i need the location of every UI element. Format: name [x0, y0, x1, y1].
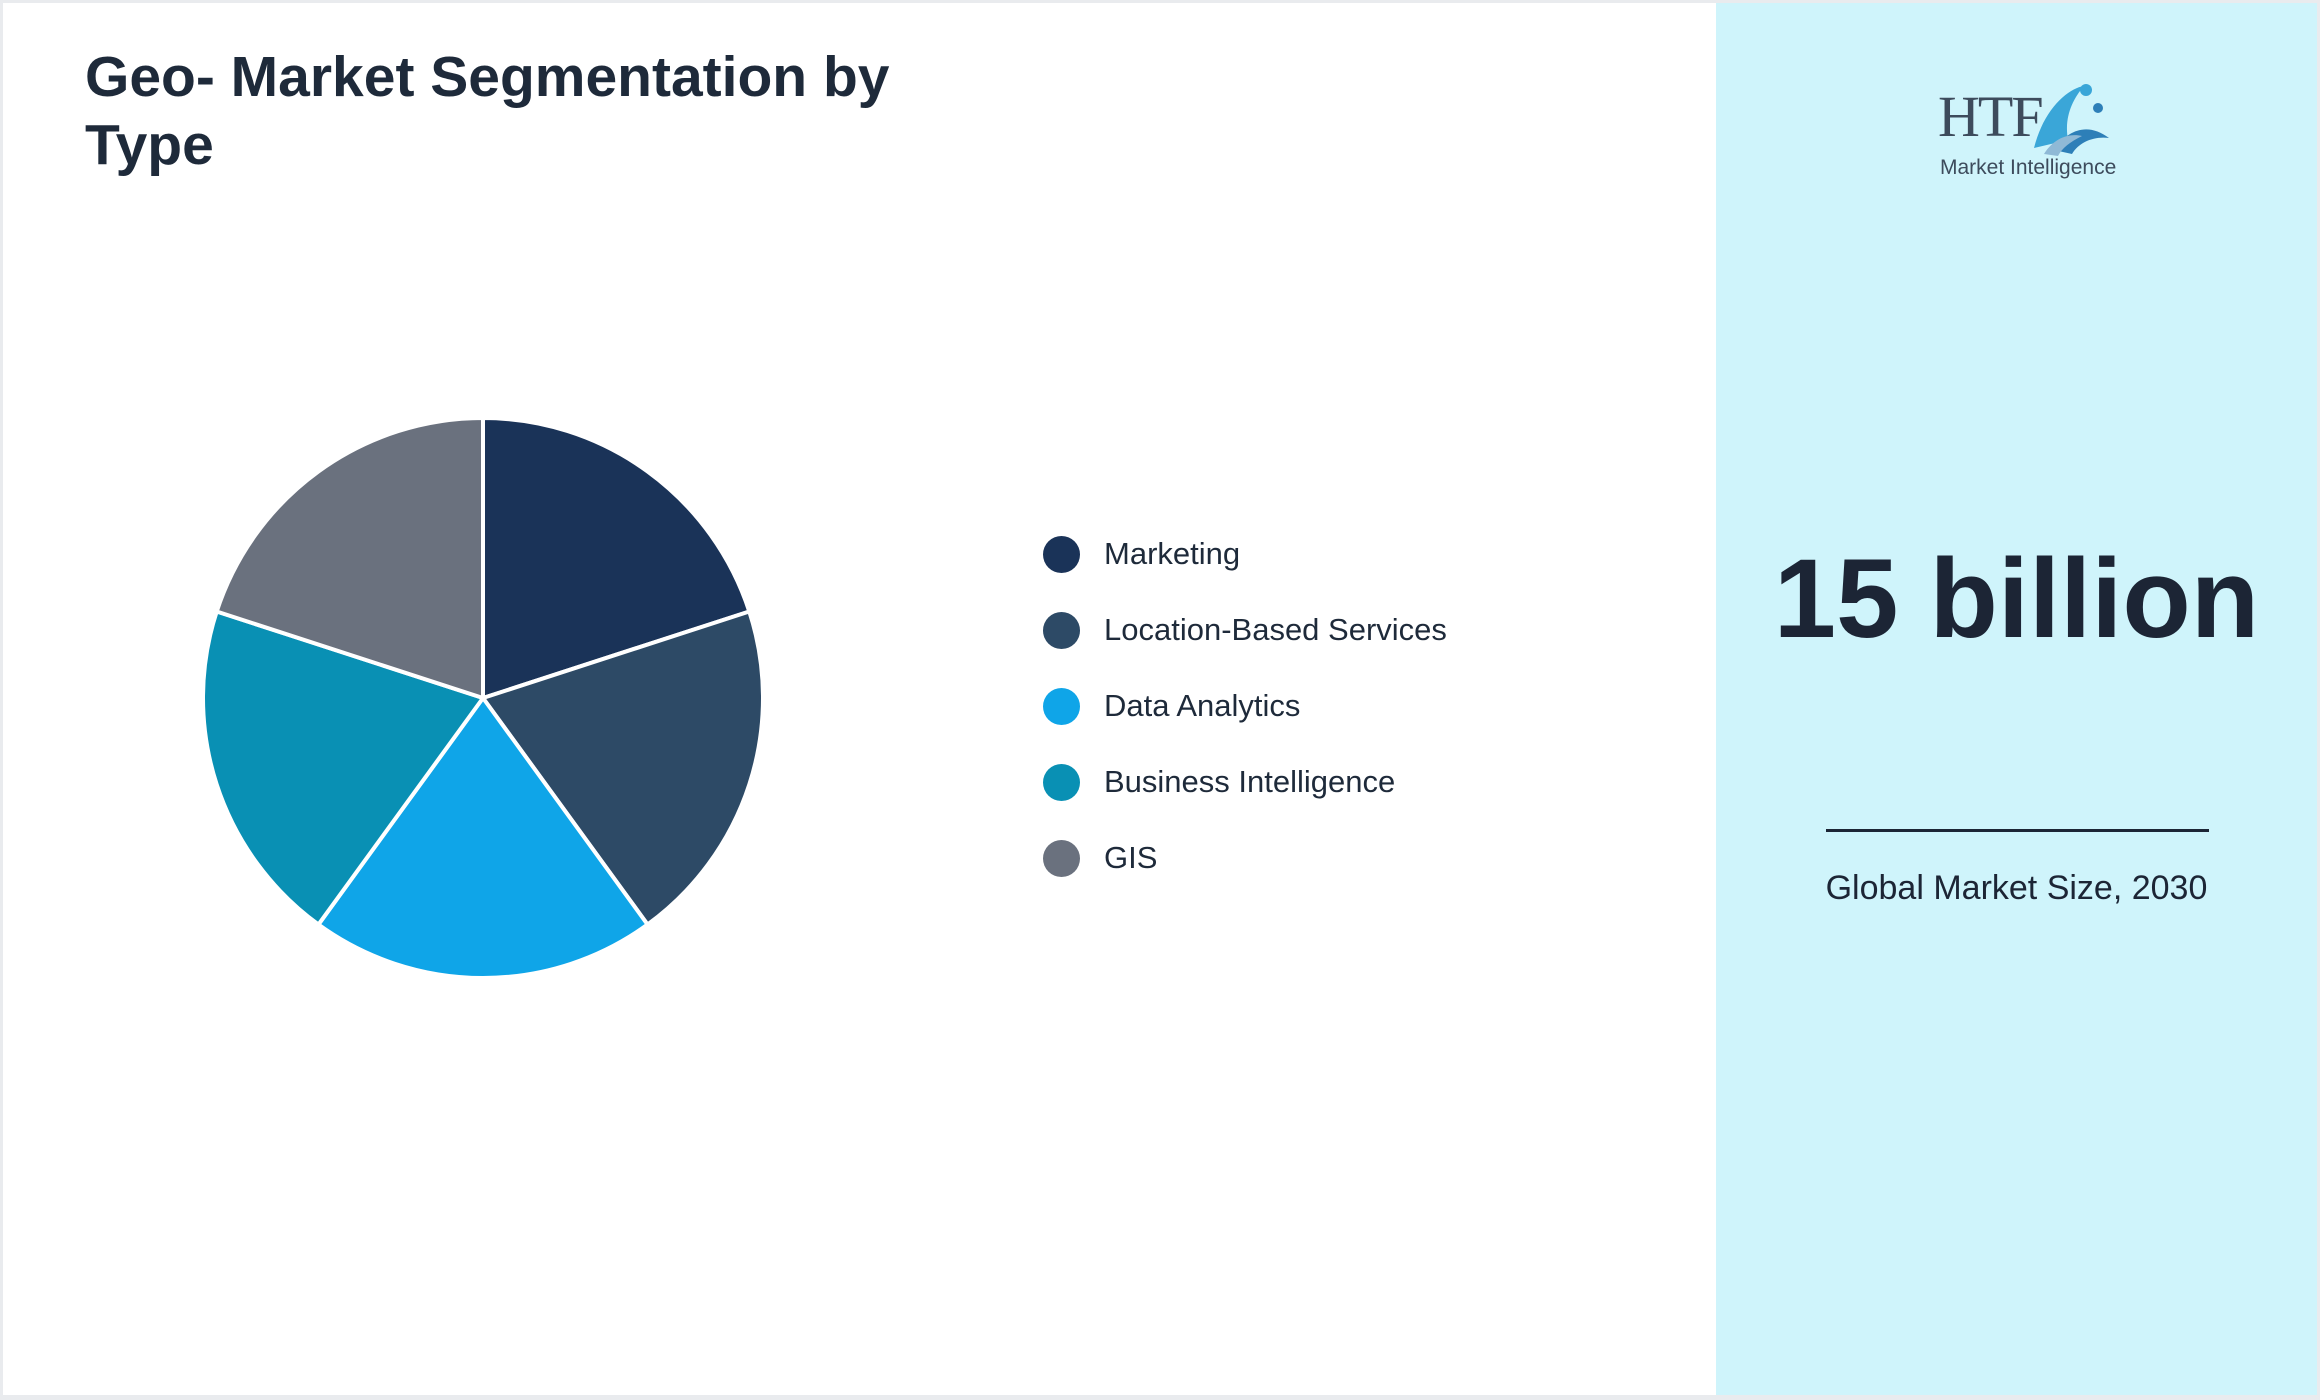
legend-label: Business Intelligence — [1104, 764, 1396, 799]
logo-wordmark: HTF — [1938, 84, 2044, 149]
pie-slice-data-analytics — [316, 696, 650, 980]
legend-label: Location-Based Services — [1104, 612, 1447, 647]
legend-item-gis: GIS — [1043, 820, 1447, 896]
htf-logo: HTF Market Intelligence — [1926, 78, 2116, 188]
pie-slice-gis — [214, 416, 485, 700]
page-title: Geo- Market Segmentation by Type — [85, 45, 890, 177]
page: Geo- Market Segmentation by Type Marketi… — [3, 3, 2317, 1395]
pie-slice-marketing — [481, 416, 752, 700]
pie-slice-business-intelligence — [201, 609, 485, 927]
legend-label: GIS — [1104, 840, 1158, 875]
legend-label: Data Analytics — [1104, 688, 1301, 723]
legend-item-marketing: Marketing — [1043, 516, 1447, 592]
legend-item-data-analytics: Data Analytics — [1043, 668, 1447, 744]
legend-label: Marketing — [1104, 536, 1241, 571]
legend-swatch — [1043, 535, 1080, 573]
pie-chart — [201, 416, 765, 980]
market-size-caption: Global Market Size, 2030 — [1825, 869, 2208, 907]
legend-swatch — [1043, 687, 1080, 725]
market-size-value: 15 billion — [1773, 536, 2260, 661]
logo-subtitle: Market Intelligence — [1940, 156, 2117, 179]
legend-item-business-intelligence: Business Intelligence — [1043, 744, 1447, 820]
pie-slice-location-based-services — [481, 609, 765, 927]
logo-mark-icon — [2034, 84, 2109, 156]
legend-swatch — [1043, 611, 1080, 649]
legend-item-location-based-services: Location-Based Services — [1043, 592, 1447, 668]
divider — [1826, 829, 2209, 832]
summary-panel: HTF Market Intelligence 15 billion Globa… — [1716, 3, 2317, 1395]
legend-swatch — [1043, 763, 1080, 801]
chart-panel: Geo- Market Segmentation by Type Marketi… — [3, 3, 1716, 1395]
legend: Marketing Location-Based Services Data Ana… — [1043, 516, 1447, 896]
legend-swatch — [1043, 839, 1080, 877]
